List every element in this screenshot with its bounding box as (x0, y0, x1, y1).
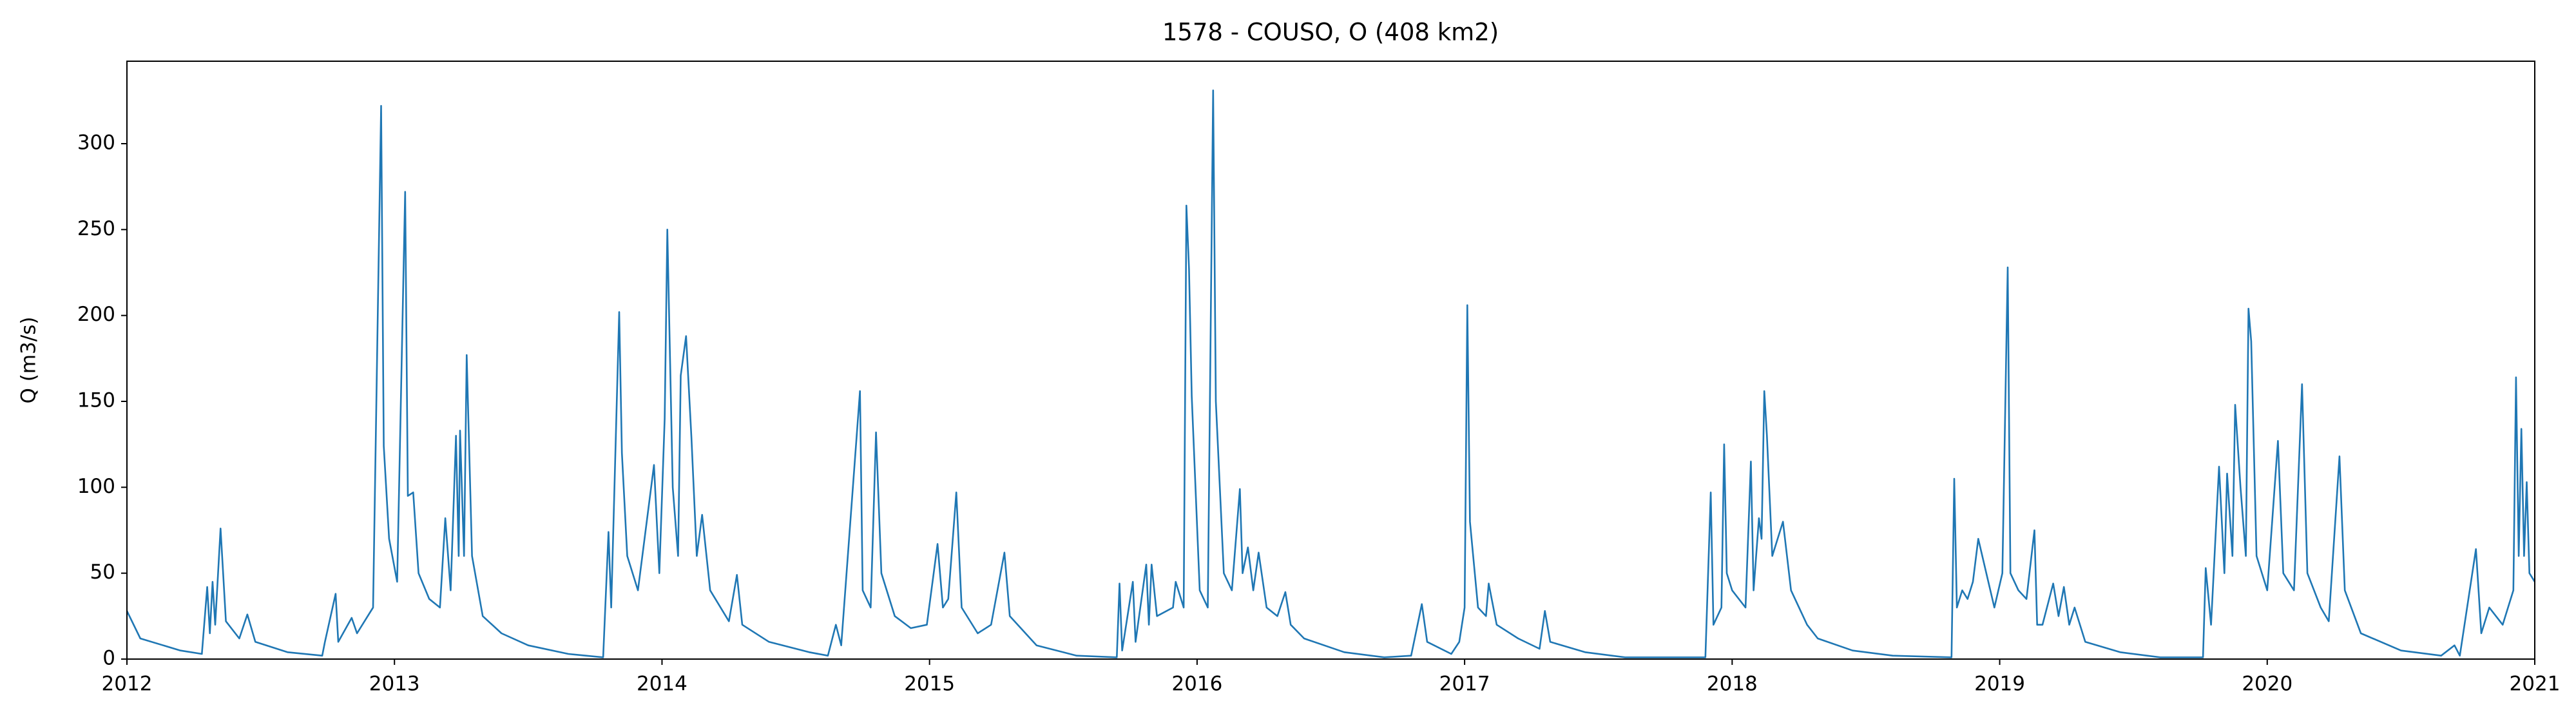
plot-frame (126, 61, 2535, 660)
x-tick-label: 2017 (1439, 673, 1490, 696)
y-tick-label: 100 (77, 475, 115, 498)
x-tick-label: 2014 (637, 673, 687, 696)
x-tick-label: 2018 (1707, 673, 1758, 696)
y-tick-label: 300 (77, 131, 115, 155)
x-tick-label: 2016 (1171, 673, 1222, 696)
y-tick-label: 0 (102, 647, 115, 670)
x-tick-label: 2013 (369, 673, 420, 696)
y-tick-label: 200 (77, 303, 115, 326)
x-tick-label: 2020 (2242, 673, 2292, 696)
chart-title: 1578 - COUSO, O (408 km2) (1162, 19, 1499, 46)
x-tick-label: 2019 (1974, 673, 2025, 696)
x-tick-label: 2015 (904, 673, 955, 696)
y-tick-label: 150 (77, 389, 115, 412)
x-tick-label: 2012 (102, 673, 153, 696)
y-axis-label: Q (m3/s) (17, 317, 41, 404)
y-tick-label: 50 (90, 561, 115, 584)
y-tick-label: 250 (77, 217, 115, 240)
x-tick-label: 2021 (2510, 673, 2561, 696)
data-line (126, 90, 2536, 658)
